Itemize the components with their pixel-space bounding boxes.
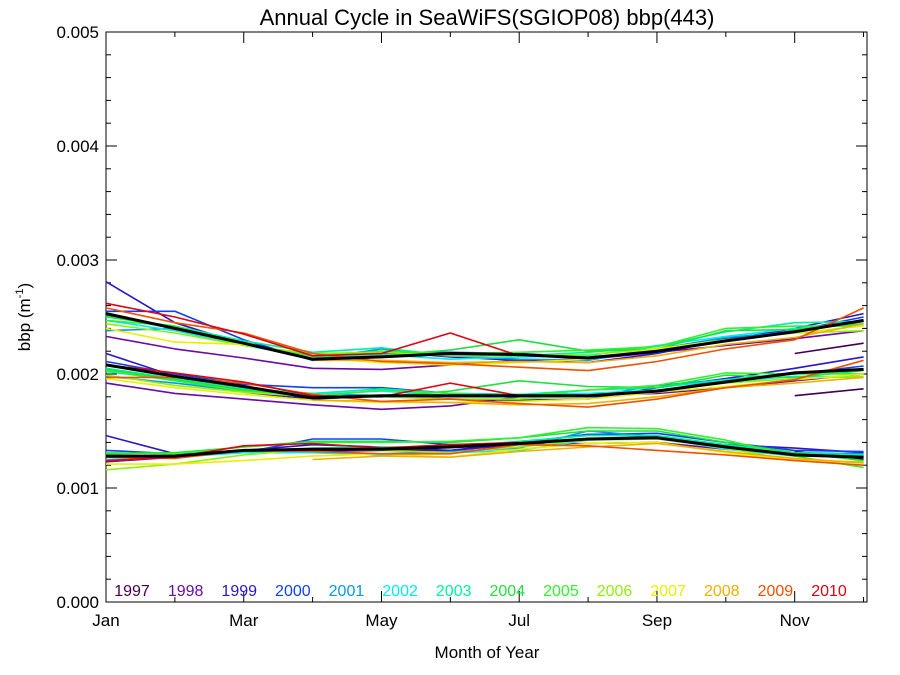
y-tick-label: 0.002 [56, 365, 99, 384]
legend-label-2004: 2004 [490, 583, 526, 600]
x-tick-label: Jan [92, 611, 119, 630]
series-line-2006 [105, 374, 864, 400]
series-line-2007 [106, 441, 864, 465]
series-line-2010 [105, 302, 520, 357]
series-line-1997 [794, 388, 864, 397]
y-tick-label: 0.005 [56, 23, 99, 42]
y-tick-label: 0.003 [56, 251, 99, 270]
legend-label-2006: 2006 [597, 583, 633, 600]
legend-label-2009: 2009 [758, 583, 794, 600]
y-axis-label-close: ) [15, 283, 34, 289]
x-tick-label: May [365, 611, 398, 630]
x-axis-label: Month of Year [435, 643, 540, 662]
series-line-2010 [105, 364, 520, 398]
mean-line [105, 363, 864, 400]
legend-label-2000: 2000 [275, 583, 311, 600]
mean-line [106, 436, 864, 459]
legend-label-1999: 1999 [221, 583, 257, 600]
series-line-2004 [105, 368, 864, 398]
legend-label-1998: 1998 [168, 583, 204, 600]
mean-line [105, 312, 864, 361]
legend-label-2010: 2010 [811, 583, 847, 600]
legend-label-1997: 1997 [114, 583, 150, 600]
series-line-2003 [105, 367, 864, 396]
legend-label-2008: 2008 [704, 583, 740, 600]
series-line-1999 [105, 281, 864, 364]
x-tick-label: Jul [508, 611, 530, 630]
legend-label-2002: 2002 [382, 583, 418, 600]
x-tick-labels: Jan Mar May Jul Sep Nov [92, 611, 810, 630]
legend-label-2005: 2005 [543, 583, 579, 600]
x-tick-label: Sep [642, 611, 672, 630]
legend: 1997 1998 1999 2000 2001 2002 2003 2004 2005 2006… [114, 583, 847, 600]
series-line-2008 [312, 442, 864, 464]
chart-title: Annual Cycle in SeaWiFS(SGIOP08) bbp(443… [260, 5, 715, 30]
y-axis-label: bbp (m-1) [14, 283, 34, 351]
x-tick-label: Mar [229, 611, 259, 630]
axis-ticks [105, 31, 867, 603]
series-line-2008 [312, 323, 864, 364]
series-lines [105, 281, 864, 471]
y-axis-label-sup: -1 [14, 288, 26, 298]
x-tick-label: Nov [780, 611, 811, 630]
legend-label-2007: 2007 [650, 583, 686, 600]
legend-label-2003: 2003 [436, 583, 472, 600]
y-tick-label: 0.001 [56, 479, 99, 498]
plot-frame [105, 31, 868, 603]
series-line-1997 [794, 342, 864, 355]
mean-lines [105, 312, 864, 459]
series-line-2009 [106, 359, 864, 408]
y-tick-label: 0.004 [56, 137, 99, 156]
y-tick-label: 0.000 [56, 593, 99, 612]
y-tick-labels: 0.000 0.001 0.002 0.003 0.004 0.005 [56, 23, 99, 612]
y-axis-label-base: bbp (m [15, 298, 34, 351]
series-line-2008 [312, 376, 864, 406]
legend-label-2001: 2001 [329, 583, 365, 600]
